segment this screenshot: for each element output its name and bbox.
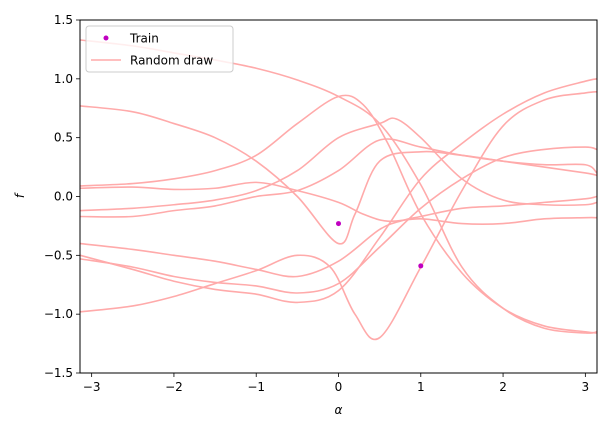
x-tick-label: 1 [417, 380, 425, 394]
legend-box [85, 25, 234, 73]
random-draw-line-6 [80, 138, 597, 218]
legend-train-label: Train [129, 32, 159, 46]
random-draw-line-10 [80, 90, 597, 341]
y-tick-label: 1.0 [54, 72, 73, 86]
x-tick-label: 0 [335, 380, 343, 394]
train-point-1 [336, 221, 341, 227]
y-tick-label: −1.0 [44, 307, 73, 321]
random-draw-line-2 [80, 105, 597, 245]
random-draw-line-9 [80, 146, 597, 294]
y-tick-label: −0.5 [44, 248, 73, 262]
train-points [336, 221, 424, 269]
y-tick-label: 0.5 [54, 131, 73, 145]
y-tick-label: −1.5 [44, 366, 73, 380]
x-axis-label: α [335, 403, 343, 417]
random-draw-line-7 [80, 195, 597, 278]
y-axis-ticks: −1.5 −1.0 −0.5 0.0 0.5 1.0 1.5 [44, 13, 80, 380]
y-axis-label: f [13, 192, 27, 198]
x-tick-label: −3 [83, 380, 101, 394]
x-tick-label: −2 [165, 380, 183, 394]
x-tick-label: 2 [499, 380, 507, 394]
random-draw-line-5 [80, 181, 597, 225]
y-tick-label: 0.0 [54, 190, 73, 204]
random-draw-line-3 [80, 94, 597, 334]
legend-draw-label: Random draw [130, 54, 213, 68]
train-point-2 [418, 263, 424, 269]
x-axis-ticks: −3 −2 −1 0 1 2 3 [83, 373, 589, 394]
legend: Train Random draw [85, 25, 234, 73]
x-tick-label: 3 [582, 380, 590, 394]
x-tick-label: −1 [247, 380, 265, 394]
y-tick-label: 1.5 [54, 13, 73, 27]
legend-train-marker [103, 35, 109, 41]
